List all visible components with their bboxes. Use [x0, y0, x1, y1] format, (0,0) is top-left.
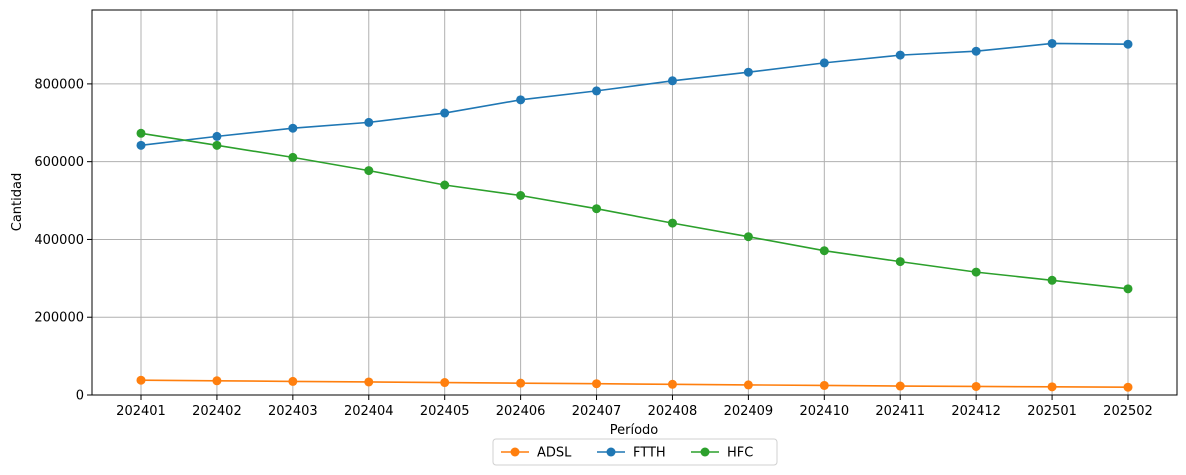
data-point-ftth — [364, 117, 374, 127]
data-point-hfc — [743, 232, 753, 242]
data-point-ftth — [1123, 39, 1133, 49]
data-point-ftth — [971, 46, 981, 56]
data-point-ftth — [743, 67, 753, 77]
y-tick-label: 0 — [76, 389, 84, 404]
data-point-hfc — [1047, 275, 1057, 285]
x-tick-label: 202407 — [572, 404, 622, 419]
series-line-ftth — [140, 42, 1129, 147]
data-point-adsl — [971, 381, 981, 391]
data-point-adsl — [516, 378, 526, 388]
x-tick-label: 202406 — [496, 404, 546, 419]
x-tick-label: 202412 — [951, 404, 1001, 419]
x-tick-label: 202408 — [648, 404, 698, 419]
series-ftth — [136, 38, 1133, 150]
data-point-ftth — [895, 50, 905, 60]
series-layer — [136, 38, 1133, 392]
data-point-ftth — [440, 108, 450, 118]
x-tick-label: 202410 — [799, 404, 849, 419]
legend-label-hfc: HFC — [727, 446, 753, 461]
data-point-adsl — [592, 379, 602, 389]
data-point-hfc — [212, 140, 222, 150]
data-point-ftth — [288, 123, 298, 133]
x-axis: 202401 202402 202403 202404 202405 202406 2024… — [116, 395, 1153, 419]
series-line-adsl — [140, 379, 1129, 389]
x-tick-label: 202404 — [344, 404, 394, 419]
data-point-adsl — [667, 379, 677, 389]
series-hfc — [136, 128, 1133, 294]
data-point-adsl — [1047, 382, 1057, 392]
y-tick-label: 400000 — [34, 233, 84, 248]
y-tick-label: 600000 — [34, 155, 84, 170]
data-point-ftth — [819, 58, 829, 68]
data-point-hfc — [516, 191, 526, 200]
x-tick-label: 202405 — [420, 404, 470, 419]
data-point-hfc — [1123, 284, 1133, 294]
data-point-hfc — [440, 180, 450, 190]
data-point-ftth — [1047, 38, 1057, 48]
data-point-adsl — [364, 377, 374, 387]
x-tick-label: 202411 — [875, 404, 925, 419]
x-tick-label: 202402 — [192, 404, 242, 419]
data-point-adsl — [440, 378, 450, 388]
data-point-adsl — [136, 375, 146, 385]
data-point-hfc — [592, 204, 602, 214]
legend-box — [492, 438, 778, 466]
data-point-adsl — [895, 381, 905, 391]
data-point-hfc — [667, 218, 677, 228]
data-point-adsl — [212, 376, 222, 386]
data-point-ftth — [592, 86, 602, 96]
data-point-adsl — [288, 376, 298, 386]
x-tick-label: 202409 — [724, 404, 774, 419]
data-point-hfc — [288, 152, 298, 162]
y-axis: 0 200000 400000 600000 800000 — [34, 77, 92, 404]
legend-label-ftth: FTTH — [633, 446, 666, 461]
y-tick-label: 200000 — [34, 311, 84, 326]
data-point-ftth — [212, 131, 222, 141]
y-tick-label: 800000 — [34, 77, 84, 92]
plot-frame — [91, 9, 1178, 396]
legend-label-adsl: ADSL — [537, 446, 572, 461]
data-point-ftth — [667, 76, 677, 86]
x-tick-label: 202401 — [116, 404, 166, 419]
x-tick-label: 202501 — [1027, 404, 1077, 419]
data-point-hfc — [971, 267, 981, 277]
data-point-hfc — [364, 166, 374, 176]
data-point-hfc — [819, 246, 829, 256]
series-adsl — [136, 375, 1133, 392]
x-tick-label: 202502 — [1103, 404, 1153, 419]
data-point-adsl — [819, 380, 829, 390]
y-axis-label: Cantidad — [10, 173, 25, 231]
legend: ADSL FTTH HFC — [492, 438, 778, 466]
legend-marker-hfc — [700, 447, 710, 457]
data-point-adsl — [743, 380, 753, 390]
data-point-adsl — [1123, 382, 1133, 392]
data-point-ftth — [516, 95, 526, 105]
data-point-hfc — [136, 128, 146, 138]
data-point-ftth — [136, 140, 146, 150]
series-line-hfc — [140, 132, 1129, 290]
x-tick-label: 202403 — [268, 404, 318, 419]
x-axis-label: Período — [610, 423, 659, 438]
data-point-hfc — [895, 257, 905, 267]
legend-marker-ftth — [606, 447, 616, 457]
legend-marker-adsl — [510, 447, 520, 457]
